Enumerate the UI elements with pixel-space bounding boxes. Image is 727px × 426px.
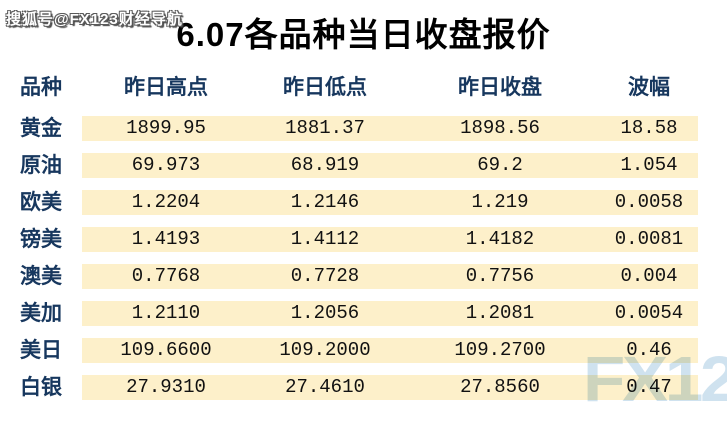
header-prev-low: 昨日低点 xyxy=(283,75,367,99)
table-row: 镑美 1.4193 1.4112 1.4182 0.0081 xyxy=(0,227,727,252)
table-row: 黄金 1899.95 1881.37 1898.56 18.58 xyxy=(0,116,727,141)
high-value-cell: 69.973 xyxy=(82,153,250,178)
product-name-cell: 美日 xyxy=(20,338,62,362)
product-name-cell: 原油 xyxy=(20,153,62,177)
low-value-cell: 109.2000 xyxy=(250,338,400,363)
quotes-table: 品种 昨日高点 昨日低点 昨日收盘 波幅 黄金 1899.95 1881.37 189… xyxy=(0,70,727,412)
close-value-cell: 69.2 xyxy=(400,153,600,178)
range-value-cell: 18.58 xyxy=(600,116,698,141)
low-value-cell: 1.2056 xyxy=(250,301,400,326)
range-value-cell: 0.0058 xyxy=(600,190,698,215)
high-value-cell: 0.7768 xyxy=(82,264,250,289)
range-value-cell: 0.47 xyxy=(600,375,698,400)
close-value-cell: 1898.56 xyxy=(400,116,600,141)
table-row: 欧美 1.2204 1.2146 1.219 0.0058 xyxy=(0,190,727,215)
low-value-cell: 27.4610 xyxy=(250,375,400,400)
product-name-cell: 澳美 xyxy=(20,264,62,288)
close-value-cell: 1.219 xyxy=(400,190,600,215)
low-value-cell: 0.7728 xyxy=(250,264,400,289)
range-value-cell: 0.0081 xyxy=(600,227,698,252)
high-value-cell: 27.9310 xyxy=(82,375,250,400)
range-value-cell: 0.0054 xyxy=(600,301,698,326)
high-value-cell: 1.2110 xyxy=(82,301,250,326)
product-name-cell: 欧美 xyxy=(20,190,62,214)
table-body: 黄金 1899.95 1881.37 1898.56 18.58 原油 69.973 68.9… xyxy=(0,116,727,400)
low-value-cell: 1881.37 xyxy=(250,116,400,141)
table-row: 白银 27.9310 27.4610 27.8560 0.47 xyxy=(0,375,727,400)
range-value-cell: 1.054 xyxy=(600,153,698,178)
header-product: 品种 xyxy=(20,75,62,99)
close-value-cell: 109.2700 xyxy=(400,338,600,363)
product-name-cell: 美加 xyxy=(20,301,62,325)
range-value-cell: 0.004 xyxy=(600,264,698,289)
sohu-account-watermark: 搜狐号@FX123财经导航 xyxy=(6,11,183,28)
low-value-cell: 1.4112 xyxy=(250,227,400,252)
table-row: 原油 69.973 68.919 69.2 1.054 xyxy=(0,153,727,178)
close-value-cell: 27.8560 xyxy=(400,375,600,400)
high-value-cell: 1899.95 xyxy=(82,116,250,141)
low-value-cell: 1.2146 xyxy=(250,190,400,215)
range-value-cell: 0.46 xyxy=(600,338,698,363)
table-row: 美加 1.2110 1.2056 1.2081 0.0054 xyxy=(0,301,727,326)
close-value-cell: 0.7756 xyxy=(400,264,600,289)
table-header-row: 品种 昨日高点 昨日低点 昨日收盘 波幅 xyxy=(0,70,727,104)
high-value-cell: 1.2204 xyxy=(82,190,250,215)
table-row: 美日 109.6600 109.2000 109.2700 0.46 xyxy=(0,338,727,363)
product-name-cell: 镑美 xyxy=(20,227,62,251)
header-range: 波幅 xyxy=(628,75,670,99)
high-value-cell: 1.4193 xyxy=(82,227,250,252)
header-prev-close: 昨日收盘 xyxy=(458,75,542,99)
close-value-cell: 1.4182 xyxy=(400,227,600,252)
fx123-corner-watermark: FX123 xyxy=(583,343,727,415)
header-prev-high: 昨日高点 xyxy=(124,75,208,99)
page-title: 6.07各品种当日收盘报价 xyxy=(176,16,551,53)
product-name-cell: 黄金 xyxy=(20,116,62,140)
high-value-cell: 109.6600 xyxy=(82,338,250,363)
product-name-cell: 白银 xyxy=(20,375,62,399)
low-value-cell: 68.919 xyxy=(250,153,400,178)
close-value-cell: 1.2081 xyxy=(400,301,600,326)
table-row: 澳美 0.7768 0.7728 0.7756 0.004 xyxy=(0,264,727,289)
